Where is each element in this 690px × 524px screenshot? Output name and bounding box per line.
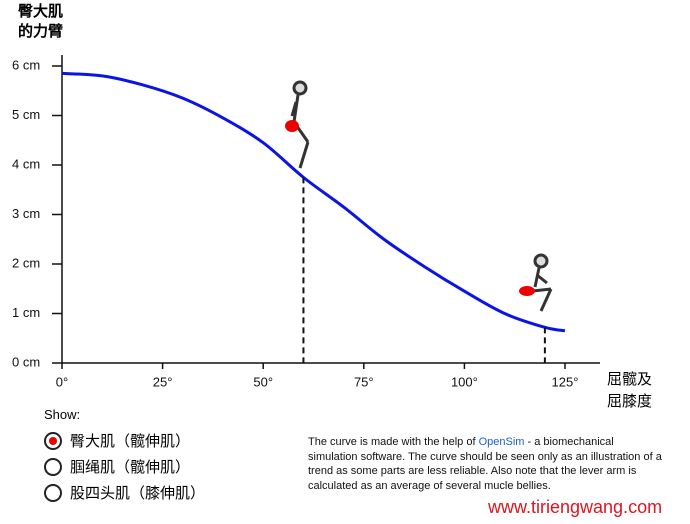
figure-standing [285,80,310,169]
option-label: 腘绳肌（髋伸肌） [70,459,191,476]
y-tick-label: 6 cm [12,57,40,72]
x-tick-label: 25° [153,374,173,389]
y-axis-label-line: 的力臂 [18,23,64,40]
chart: 0 cm 1 cm 2 cm 3 cm 4 cm 5 cm 6 cm 0° 25° 50° 75° 1… [12,55,600,389]
option-label: 股四头肌（膝伸肌） [70,485,206,502]
y-axis-label: 臀大肌 的力臂 [18,2,63,42]
x-tick-label: 125° [552,374,579,389]
y-tick-label: 4 cm [12,156,40,171]
radio-option[interactable]: 臀大肌（髋伸肌） [44,430,190,451]
x-tick-label: 100° [451,374,478,389]
option-label: 臀大肌（髋伸肌） [70,433,191,450]
figure-squat [519,253,553,312]
radio-option[interactable]: 腘绳肌（髋伸肌） [44,456,190,477]
y-tick-label: 2 cm [12,255,40,270]
x-axis-label-line: 屈膝度 [607,393,653,410]
x-tick-label: 50° [253,374,273,389]
radio-option[interactable]: 股四头肌（膝伸肌） [44,482,205,503]
radio-dot [49,436,57,445]
x-tick-label: 75° [354,374,374,389]
y-tick-label: 5 cm [12,107,40,122]
y-tick-label: 3 cm [12,206,40,221]
y-axis-label-line: 臀大肌 [18,3,64,20]
radio-button[interactable] [44,483,62,502]
x-axis-label-line: 屈髋及 [607,371,653,388]
radio-button[interactable] [44,431,62,450]
y-tick-label: 1 cm [12,305,40,320]
note: The curve is made with the help of OpenS… [308,435,663,493]
line [61,71,566,333]
note-text: - a biomechanical simulation software. T… [308,436,662,492]
note-text: The curve is made with the help of [308,436,479,448]
y-tick-label: 0 cm [12,354,40,369]
link[interactable]: OpenSim [478,436,525,448]
show-label: Show: [44,407,81,422]
watermark: www.tiriengwang.com [488,497,663,517]
x-axis-label: 屈髋及 屈膝度 [607,369,652,413]
radio-button[interactable] [44,457,62,476]
x-tick-label: 0° [56,374,68,389]
